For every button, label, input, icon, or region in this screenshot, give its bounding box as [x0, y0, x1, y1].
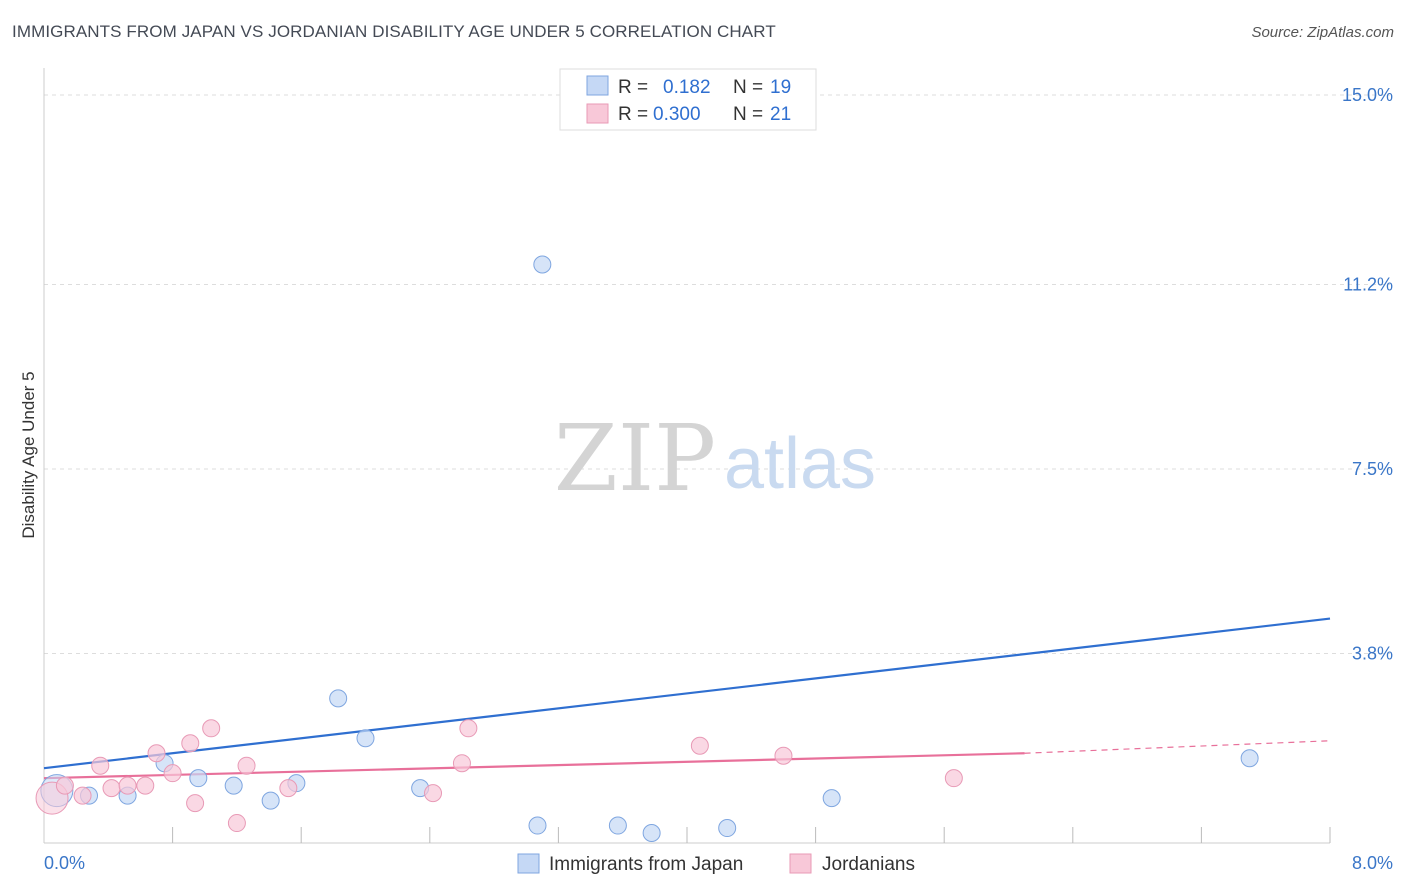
data-points	[35, 255, 1259, 843]
point-jordanians	[147, 744, 166, 763]
legend-bottom-swatch-japan	[517, 853, 540, 874]
point-japan	[261, 791, 280, 810]
legend-r-label-japan: R =	[618, 77, 648, 98]
point-jordanians	[136, 776, 155, 795]
watermark-zip: ZIP	[554, 405, 716, 512]
point-jordanians	[102, 779, 121, 798]
trend-line-jordanians	[43, 752, 1025, 780]
point-jordanians	[424, 784, 443, 803]
axes	[43, 68, 1331, 844]
point-japan	[528, 816, 547, 835]
point-jordanians	[163, 764, 182, 783]
point-jordanians	[459, 719, 478, 738]
watermark-atlas: atlas	[724, 424, 876, 504]
legend-n-value-japan: 19	[770, 77, 791, 98]
trend-lines	[43, 617, 1331, 780]
legend-r-label-jordanians: R =	[618, 104, 648, 125]
trend-line-japan	[43, 617, 1331, 770]
point-jordanians	[91, 756, 110, 775]
chart-title: IMMIGRANTS FROM JAPAN VS JORDANIAN DISAB…	[12, 22, 776, 41]
point-jordanians	[690, 736, 709, 755]
point-jordanians	[227, 814, 246, 833]
legend-stats: R = 0.182 N = 19 R = 0.300 N = 21	[559, 68, 817, 131]
point-japan	[718, 819, 737, 838]
legend-swatch-jordanians	[586, 103, 609, 124]
point-jordanians	[452, 754, 471, 773]
legend-n-label-japan: N =	[733, 77, 763, 98]
point-japan	[356, 729, 375, 748]
point-japan	[224, 776, 243, 795]
legend-swatch-japan	[586, 75, 609, 96]
point-japan	[1240, 749, 1259, 768]
y-tick-label: 11.2%	[1343, 274, 1393, 294]
point-japan	[642, 824, 661, 843]
point-jordanians	[944, 769, 963, 788]
x-tick-label-max: 8.0%	[1352, 853, 1393, 873]
trend-line-jordanians-extrapolated	[1024, 740, 1331, 754]
legend-r-value-jordanians: 0.300	[653, 104, 701, 125]
point-japan	[329, 689, 348, 708]
point-japan	[608, 816, 627, 835]
y-axis-label: Disability Age Under 5	[19, 371, 38, 538]
point-jordanians	[202, 719, 221, 738]
gridlines	[44, 94, 1390, 654]
legend-n-label-jordanians: N =	[733, 104, 763, 125]
point-jordanians	[774, 746, 793, 765]
legend-bottom-swatch-jordanians	[789, 853, 812, 874]
tick-labels: 3.8% 7.5% 11.2% 15.0% 0.0% 8.0%	[44, 85, 1393, 873]
point-jordanians	[237, 756, 256, 775]
point-japan	[533, 255, 552, 274]
legend-n-value-jordanians: 21	[770, 104, 791, 125]
y-tick-label: 15.0%	[1342, 85, 1393, 105]
x-tick-label-min: 0.0%	[44, 853, 85, 873]
point-japan	[189, 769, 208, 788]
y-tick-label: 7.5%	[1352, 459, 1393, 479]
point-jordanians	[186, 794, 205, 813]
legend-bottom-label-jordanians: Jordanians	[822, 854, 915, 875]
point-jordanians	[181, 734, 200, 753]
y-tick-label: 3.8%	[1352, 643, 1393, 663]
legend-r-value-japan: 0.182	[663, 77, 711, 98]
legend-series: Immigrants from Japan Jordanians	[517, 853, 915, 875]
point-jordanians	[55, 776, 74, 795]
watermark: ZIP atlas	[554, 405, 876, 512]
source-label: Source: ZipAtlas.com	[1251, 24, 1394, 41]
point-jordanians	[118, 776, 137, 795]
point-jordanians	[279, 779, 298, 798]
point-japan	[822, 789, 841, 808]
legend-bottom-label-japan: Immigrants from Japan	[549, 854, 743, 875]
point-jordanians	[73, 786, 92, 805]
